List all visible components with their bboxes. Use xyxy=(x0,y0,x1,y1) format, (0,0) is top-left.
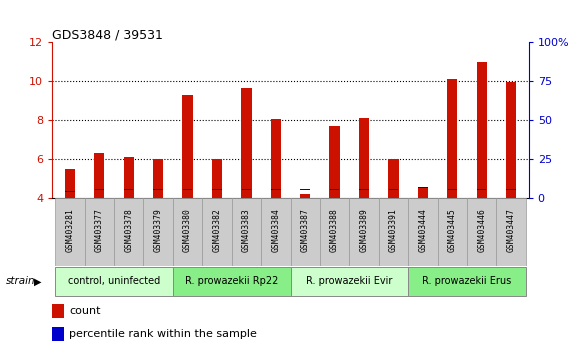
Bar xyxy=(242,189,251,190)
Bar xyxy=(507,189,516,190)
Bar xyxy=(114,198,144,266)
Bar xyxy=(202,198,232,266)
Text: GSM403384: GSM403384 xyxy=(271,209,280,252)
Text: GSM403444: GSM403444 xyxy=(418,209,428,252)
Text: GSM403447: GSM403447 xyxy=(507,209,515,252)
Bar xyxy=(447,189,457,190)
Text: GSM403445: GSM403445 xyxy=(448,209,457,252)
Bar xyxy=(95,189,104,190)
Bar xyxy=(290,267,408,296)
Bar xyxy=(232,198,261,266)
Text: strain: strain xyxy=(6,276,35,286)
Bar xyxy=(447,80,457,198)
Text: R. prowazekii Erus: R. prowazekii Erus xyxy=(422,276,512,286)
Bar xyxy=(389,189,398,190)
Bar xyxy=(271,189,281,190)
Bar xyxy=(212,189,222,190)
Bar xyxy=(349,198,379,266)
Bar xyxy=(183,189,192,190)
Text: GSM403380: GSM403380 xyxy=(183,209,192,252)
Text: GSM403388: GSM403388 xyxy=(330,209,339,252)
Text: control, uninfected: control, uninfected xyxy=(68,276,160,286)
Bar xyxy=(408,267,526,296)
Text: count: count xyxy=(69,306,101,316)
Bar xyxy=(173,198,202,266)
Bar xyxy=(359,189,369,190)
Bar xyxy=(124,157,134,198)
Text: GSM403389: GSM403389 xyxy=(360,209,368,252)
Bar xyxy=(173,267,290,296)
Bar xyxy=(52,304,64,318)
Text: ▶: ▶ xyxy=(34,276,41,286)
Text: GSM403383: GSM403383 xyxy=(242,209,251,252)
Text: R. prowazekii Rp22: R. prowazekii Rp22 xyxy=(185,276,278,286)
Bar xyxy=(408,198,437,266)
Text: GSM403387: GSM403387 xyxy=(301,209,310,252)
Text: GSM403382: GSM403382 xyxy=(213,209,221,252)
Bar xyxy=(52,327,64,341)
Bar xyxy=(85,198,114,266)
Bar xyxy=(467,198,496,266)
Bar xyxy=(418,187,428,188)
Bar xyxy=(271,119,281,198)
Bar xyxy=(55,267,173,296)
Bar xyxy=(379,198,408,266)
Bar xyxy=(182,95,193,198)
Bar xyxy=(124,189,134,190)
Bar xyxy=(506,82,516,198)
Bar xyxy=(261,198,290,266)
Text: R. prowazekii Evir: R. prowazekii Evir xyxy=(306,276,393,286)
Bar xyxy=(153,159,163,198)
Text: GSM403391: GSM403391 xyxy=(389,209,398,252)
Bar xyxy=(300,189,310,190)
Bar xyxy=(55,198,85,266)
Bar xyxy=(476,62,487,198)
Bar xyxy=(437,198,467,266)
Bar xyxy=(330,189,339,190)
Text: GDS3848 / 39531: GDS3848 / 39531 xyxy=(52,28,163,41)
Bar xyxy=(144,198,173,266)
Text: GSM403377: GSM403377 xyxy=(95,209,104,252)
Bar xyxy=(65,190,74,192)
Bar xyxy=(65,169,75,198)
Bar xyxy=(388,159,399,198)
Bar xyxy=(241,88,252,198)
Text: GSM403281: GSM403281 xyxy=(66,209,74,252)
Bar xyxy=(359,118,369,198)
Bar xyxy=(300,194,310,198)
Bar xyxy=(212,159,222,198)
Bar xyxy=(320,198,349,266)
Text: GSM403446: GSM403446 xyxy=(477,209,486,252)
Text: percentile rank within the sample: percentile rank within the sample xyxy=(69,329,257,339)
Bar xyxy=(94,154,105,198)
Bar xyxy=(496,198,526,266)
Text: GSM403379: GSM403379 xyxy=(153,209,163,252)
Text: GSM403378: GSM403378 xyxy=(124,209,133,252)
Bar xyxy=(418,187,428,198)
Bar xyxy=(329,126,340,198)
Bar xyxy=(477,189,486,190)
Bar xyxy=(153,189,163,190)
Bar xyxy=(290,198,320,266)
